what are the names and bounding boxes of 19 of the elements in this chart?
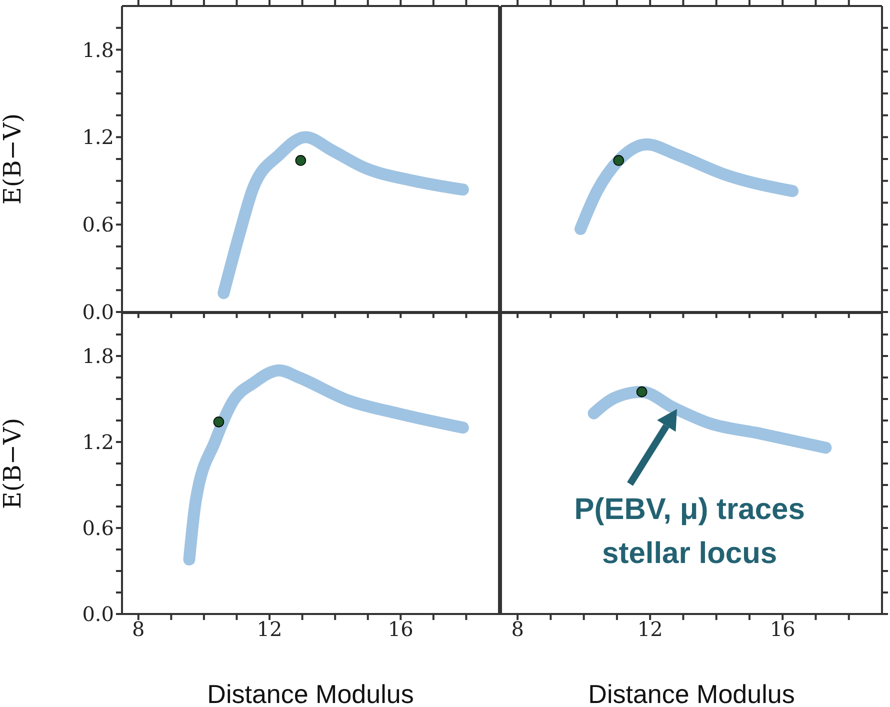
y-tick-label: 1.8 bbox=[82, 344, 114, 368]
x-axis-title: Distance Modulus bbox=[588, 679, 795, 707]
y-axis-title: E(B−V) bbox=[0, 113, 27, 205]
x-tick-label: 16 bbox=[388, 617, 414, 642]
x-tick-label: 12 bbox=[637, 617, 663, 642]
x-tick-label: 8 bbox=[511, 617, 524, 642]
y-tick-label: 0.6 bbox=[82, 516, 114, 540]
x-tick-label: 12 bbox=[256, 617, 282, 642]
y-tick-label: 0.6 bbox=[82, 212, 114, 237]
x-tick-label: 16 bbox=[770, 617, 796, 642]
x-tick-label: 8 bbox=[132, 617, 145, 642]
annotation: P(EBV, μ) traces stellar locus bbox=[573, 492, 806, 572]
y-tick-label: 0.0 bbox=[82, 602, 114, 626]
y-tick-label: 1.2 bbox=[82, 125, 114, 150]
y-tick-label: 1.8 bbox=[82, 38, 114, 62]
y-tick-label: 1.2 bbox=[82, 430, 114, 454]
x-axis-title: Distance Modulus bbox=[207, 679, 414, 707]
y-tick-label: 0.0 bbox=[82, 300, 114, 324]
y-axis-title: E(B−V) bbox=[0, 418, 27, 510]
